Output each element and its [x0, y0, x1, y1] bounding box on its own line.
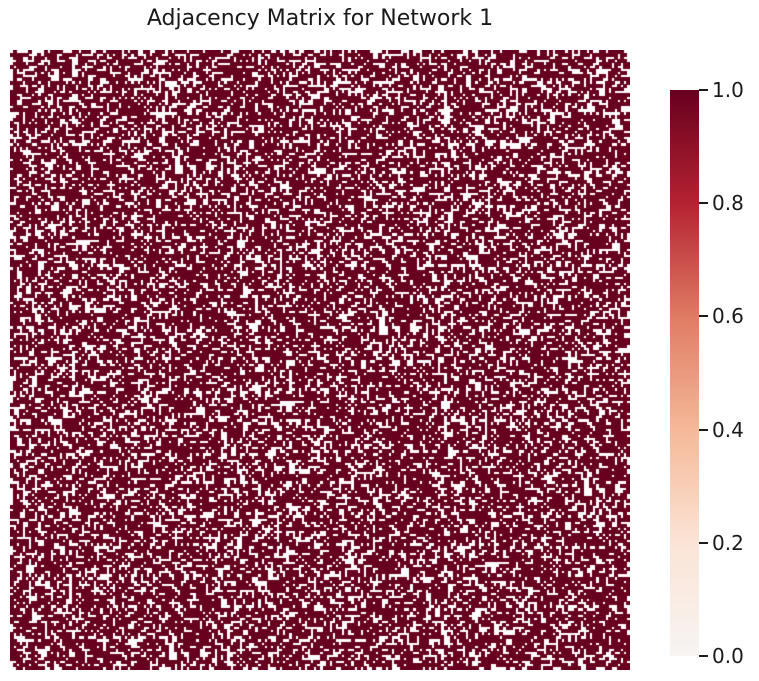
colorbar-tick-label: 0.8 [712, 191, 744, 216]
colorbar-tick [699, 655, 708, 657]
colorbar-tick [699, 315, 708, 318]
colorbar-tick [699, 202, 708, 205]
colorbar-tick-label: 0.0 [712, 644, 744, 668]
colorbar-tick [699, 428, 708, 431]
colorbar-tick-label: 0.2 [712, 530, 744, 555]
colorbar-tick [699, 541, 708, 544]
colorbar-tick-label: 1.0 [712, 78, 744, 102]
colorbar [670, 90, 699, 656]
chart-title: Adjacency Matrix for Network 1 [146, 6, 494, 31]
adjacency-heatmap [10, 50, 630, 670]
colorbar-tick-label: 0.4 [712, 417, 744, 442]
colorbar-tick-label: 0.6 [712, 304, 744, 329]
colorbar-tick [699, 89, 708, 91]
